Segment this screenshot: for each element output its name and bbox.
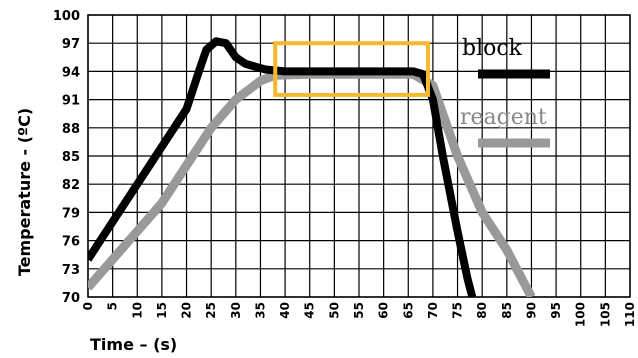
x-tick-label: 50 — [327, 302, 341, 319]
x-tick-label: 65 — [401, 302, 415, 319]
x-tick-label: 95 — [549, 302, 563, 319]
grid — [87, 14, 631, 298]
x-axis-label: Time – (s) — [90, 335, 177, 354]
y-tick-labels: 70 73 76 79 82 85 88 91 94 97 100 — [53, 9, 80, 306]
series-line-block — [88, 37, 477, 297]
legend-label-reagent: reagent — [460, 105, 547, 130]
x-tick-label: 90 — [524, 302, 538, 319]
x-tick-label: 75 — [451, 302, 465, 319]
x-tick-label: 85 — [500, 302, 514, 319]
x-tick-label: 60 — [377, 302, 391, 319]
legend-label-block: block — [462, 36, 523, 61]
x-tick-label: 80 — [475, 302, 489, 319]
x-tick-label: 0 — [81, 302, 95, 310]
x-tick-label: 15 — [155, 302, 169, 319]
highlight-box — [273, 41, 430, 97]
x-tick-labels: 0 5 10 15 20 25 30 35 40 45 50 55 60 65 70 75 80 85 90 95 10… — [81, 302, 637, 327]
y-tick-label: 97 — [62, 37, 80, 52]
series-layer — [88, 37, 536, 297]
y-tick-label: 73 — [62, 263, 80, 278]
plot-frame — [87, 14, 631, 298]
y-tick-label: 76 — [62, 235, 80, 250]
y-tick-label: 88 — [62, 122, 80, 137]
y-tick-label: 85 — [62, 150, 80, 165]
x-tick-label: 105 — [598, 302, 612, 327]
y-tick-label: 94 — [62, 65, 80, 80]
x-tick-label: 10 — [130, 302, 144, 319]
legend: block reagent — [460, 36, 550, 148]
y-tick-label: 100 — [53, 9, 80, 24]
x-tick-label: 35 — [253, 302, 267, 319]
x-tick-label: 40 — [278, 302, 292, 319]
x-tick-label: 110 — [623, 302, 637, 327]
y-tick-label: 79 — [62, 206, 80, 221]
y-tick-label: 91 — [62, 94, 80, 109]
y-axis-label: Temperature - (ºC) — [15, 108, 34, 276]
x-tick-label: 55 — [352, 302, 366, 319]
x-tick-label: 45 — [303, 302, 317, 319]
x-tick-label: 70 — [426, 302, 440, 319]
x-tick-label: 20 — [180, 302, 194, 319]
x-tick-label: 100 — [574, 302, 588, 327]
y-tick-label: 70 — [62, 291, 80, 306]
x-tick-label: 5 — [106, 302, 120, 310]
y-tick-label: 82 — [62, 178, 80, 193]
x-tick-label: 25 — [204, 302, 218, 319]
x-tick-label: 30 — [229, 302, 243, 319]
